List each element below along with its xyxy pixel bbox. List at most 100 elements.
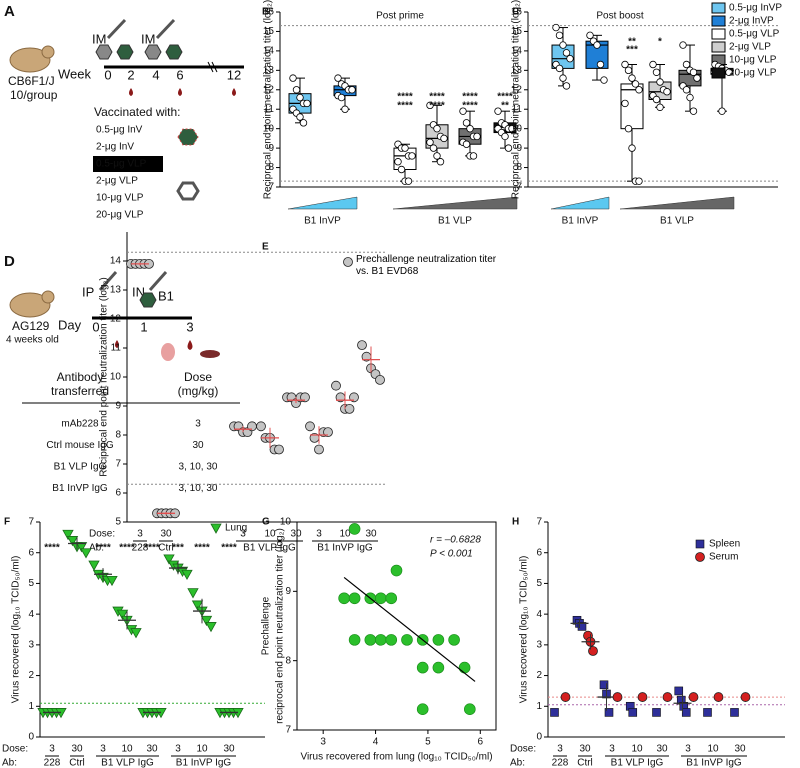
x-tick-label: 6 xyxy=(478,737,484,748)
data-point xyxy=(494,107,502,115)
legend-label: 2-μg InVP xyxy=(729,16,774,27)
data-point xyxy=(303,99,311,108)
data-point xyxy=(740,692,751,702)
y-tick-label: 4 xyxy=(28,609,34,620)
row-label: Dose: xyxy=(2,744,28,755)
legend-swatch xyxy=(711,67,726,79)
data-point xyxy=(404,177,413,185)
data-point xyxy=(688,692,699,702)
data-point xyxy=(436,158,445,166)
y-tick-label: 14 xyxy=(511,46,523,57)
timeline-tick: 0 xyxy=(104,67,111,82)
y-tick-label: 5 xyxy=(536,578,542,589)
route-label: IM xyxy=(92,31,106,46)
x-axis-title: Virus recovered from lung (log₁₀ TCID₅₀/… xyxy=(300,752,492,763)
group-label: 228 xyxy=(552,758,569,768)
data-point xyxy=(331,380,341,391)
timeline-tick: 4 xyxy=(152,67,159,82)
group-size: 10/group xyxy=(10,88,58,102)
data-point xyxy=(679,41,687,49)
dose-label: 3 xyxy=(137,529,143,540)
vaccine-label: 2-μg InV xyxy=(96,142,134,153)
timeline-tick: 6 xyxy=(176,67,183,82)
table-header: transferred xyxy=(51,384,109,398)
data-point xyxy=(652,68,661,76)
y-tick-label: 10 xyxy=(110,372,122,383)
particle-icon xyxy=(116,44,134,60)
y-tick-label: 9 xyxy=(115,401,121,412)
y-tick-label: 8 xyxy=(285,655,291,666)
dose-label: 10 xyxy=(707,744,719,755)
table-cell: B1 InVP IgG xyxy=(52,483,108,494)
significance: **** xyxy=(462,101,478,112)
data-point xyxy=(713,692,724,702)
annotation: P < 0.001 xyxy=(430,549,473,560)
dose-label: 30 xyxy=(223,744,235,755)
group-label: B1 InVP IgG xyxy=(317,543,373,554)
particle-icon xyxy=(177,128,199,146)
y-tick-label: 10 xyxy=(280,517,292,528)
table-header: (mg/kg) xyxy=(178,384,219,398)
dose-label: 3 xyxy=(685,744,691,755)
data-point xyxy=(621,60,629,69)
y-tick-label: 10 xyxy=(511,123,523,134)
y-tick-label: 6 xyxy=(28,547,34,558)
group-wedge xyxy=(287,196,358,210)
data-point xyxy=(656,78,664,86)
dose-label: 3 xyxy=(609,744,615,755)
y-tick-label: 11 xyxy=(264,104,275,115)
data-point xyxy=(718,107,726,115)
group-label: Ctrl xyxy=(158,543,174,554)
dose-label: 30 xyxy=(290,529,302,540)
legend-marker xyxy=(695,552,705,562)
table-cell: 30 xyxy=(192,440,204,451)
timeline-tick: 2 xyxy=(127,67,134,82)
panel-label: A xyxy=(4,3,15,20)
group-label: B1 InVP IgG xyxy=(686,758,742,768)
legend-label: 2-μg VLP xyxy=(729,42,771,53)
data-point xyxy=(205,622,217,633)
y-tick-label: 9 xyxy=(285,586,291,597)
panel-label: H xyxy=(512,517,519,528)
dose-label: 10 xyxy=(196,744,208,755)
dose-label: 30 xyxy=(71,744,83,755)
data-point xyxy=(562,49,571,57)
data-point xyxy=(599,680,609,690)
data-point xyxy=(62,529,74,541)
panel-label: G xyxy=(262,517,270,528)
data-point xyxy=(385,634,398,646)
data-point xyxy=(504,144,513,152)
significance: *** xyxy=(172,543,184,554)
data-point xyxy=(88,560,100,571)
data-point xyxy=(433,124,441,133)
y-tick-label: 7 xyxy=(268,182,274,193)
dose-label: 30 xyxy=(146,744,158,755)
y-tick-label: 13 xyxy=(110,285,122,296)
vaccine-label: 10-μg VLP xyxy=(96,193,144,204)
y-tick-label: 7 xyxy=(516,182,522,193)
timeline-tick: 12 xyxy=(227,67,241,82)
panel-label: E xyxy=(262,242,269,253)
data-point xyxy=(588,646,598,656)
strain: AG129 xyxy=(12,319,50,333)
y-axis-title: Reciprocal end point neutralization tite… xyxy=(511,0,522,199)
data-point xyxy=(385,592,398,605)
table-cell: 3 xyxy=(195,419,201,430)
data-point xyxy=(349,392,359,403)
strain: CB6F1/J xyxy=(8,74,55,88)
dose-label: 30 xyxy=(365,529,377,540)
y-tick-label: 2 xyxy=(28,670,34,681)
legend-swatch xyxy=(711,41,726,53)
data-point xyxy=(652,708,661,717)
data-point xyxy=(75,542,88,553)
data-point xyxy=(686,93,694,102)
data-point xyxy=(473,132,481,141)
mouse-icon xyxy=(9,292,51,318)
data-point xyxy=(314,444,324,455)
route-label: IM xyxy=(141,31,155,46)
legend-swatch xyxy=(711,2,726,14)
data-point xyxy=(649,60,657,69)
significance: * xyxy=(658,37,662,48)
vaccine-label: 20-μg VLP xyxy=(96,210,144,221)
